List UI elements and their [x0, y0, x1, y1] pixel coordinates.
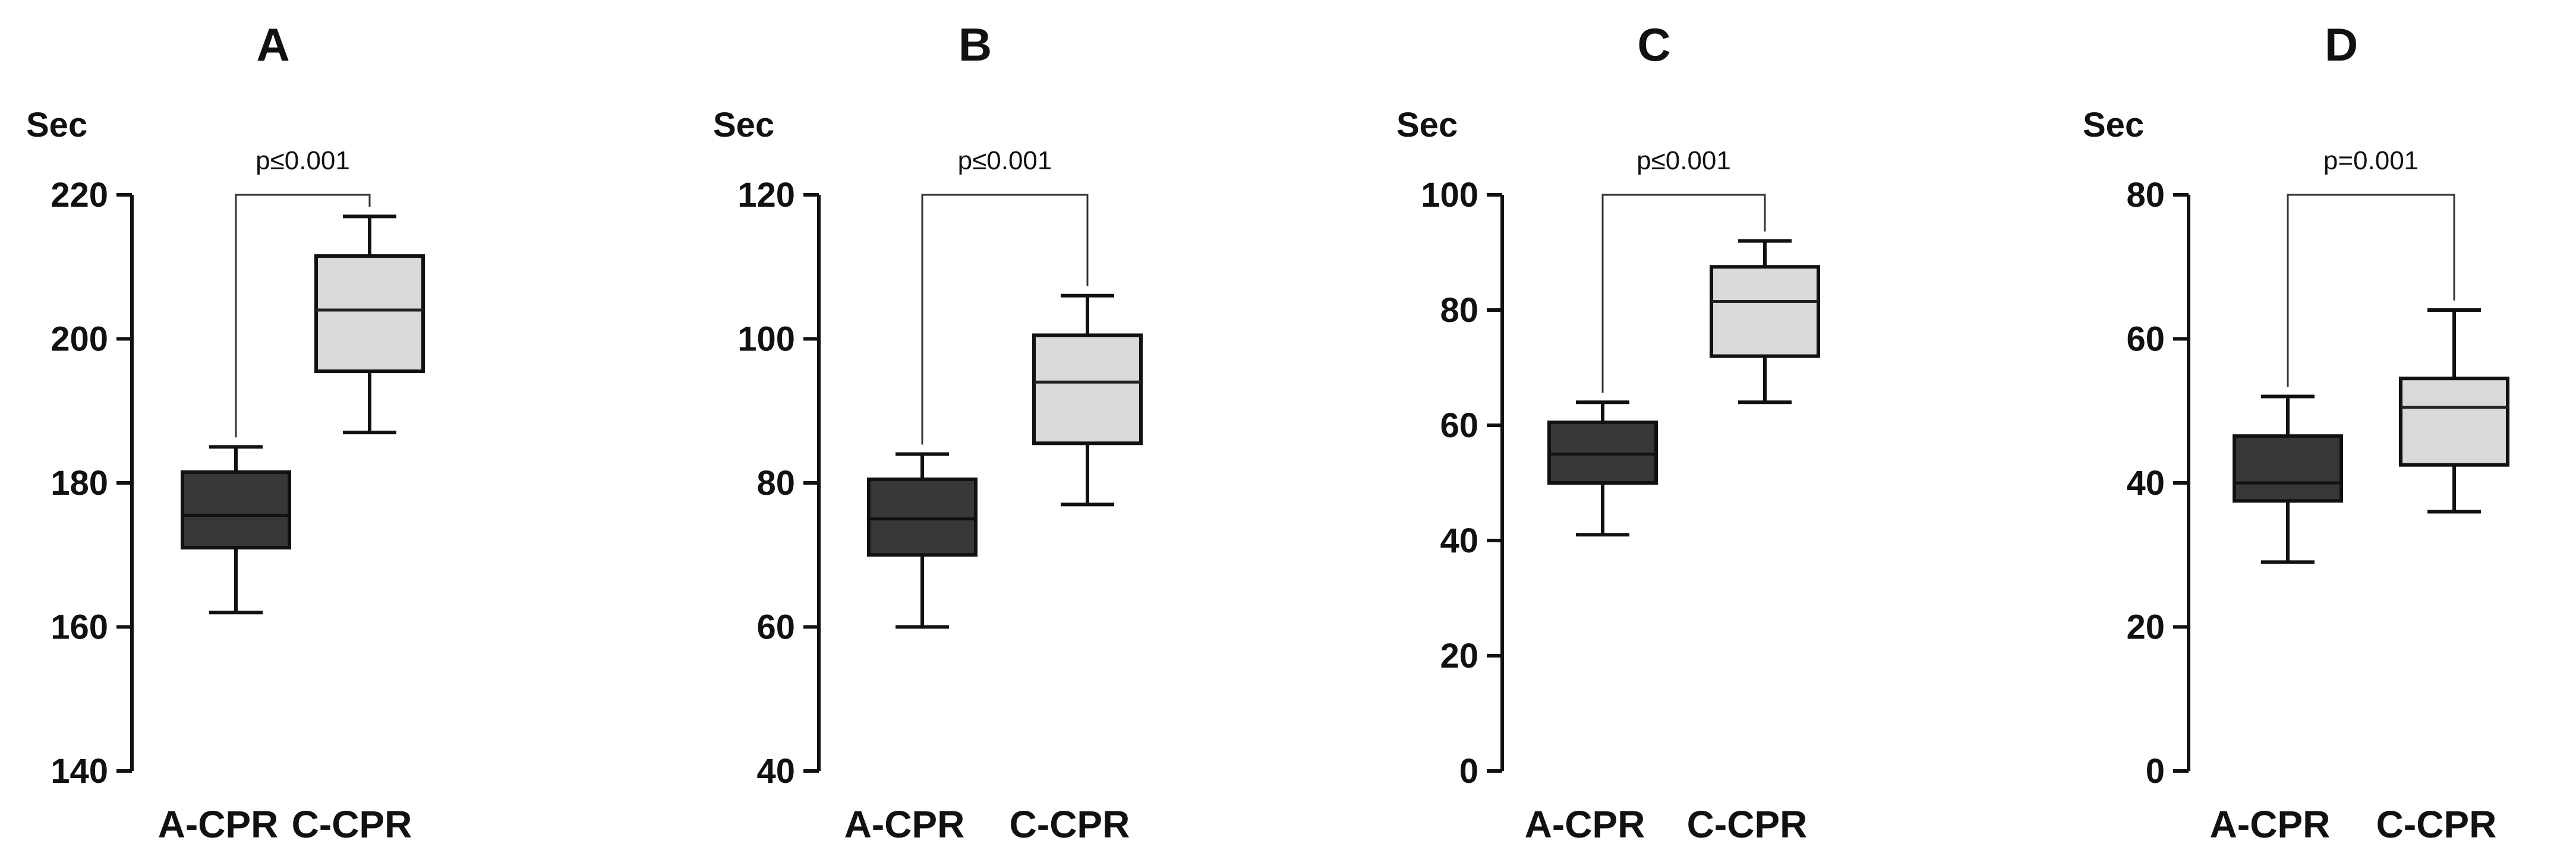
panel-title: B: [958, 18, 992, 71]
category-label: C-CPR: [292, 803, 412, 846]
significance-bracket: [1601, 194, 1766, 393]
y-tick-label: 60: [1440, 406, 1478, 445]
category-label: A-CPR: [1525, 803, 1645, 846]
y-tick-label: 100: [737, 320, 795, 359]
y-tick-label: 20: [1440, 637, 1478, 675]
panel-c: C Sec 0 20 40 60 80 100 A-CPR C-CPR p≤0.001: [1396, 18, 1820, 846]
box-a-cpr: [181, 445, 291, 615]
p-value-annotation: p≤0.001: [1637, 146, 1731, 175]
y-axis-label: Sec: [713, 106, 774, 144]
y-tick-label: 160: [51, 608, 108, 647]
box-body: [1032, 333, 1143, 445]
category-label: A-CPR: [844, 803, 965, 846]
panel-b: B Sec 40 60 80 100 120 A-CPR C-CPR p≤0.001: [713, 18, 1143, 846]
significance-bracket: [921, 194, 1089, 445]
category-label: C-CPR: [2376, 803, 2497, 846]
y-tick-label: 80: [1440, 291, 1478, 330]
panel-title: C: [1637, 18, 1670, 71]
y-tick-label: 100: [1421, 176, 1478, 214]
y-tick-label: 40: [2126, 464, 2165, 502]
y-tick-label: 0: [2146, 752, 2165, 791]
box-body: [1710, 265, 1820, 358]
significance-bracket: [2287, 194, 2455, 387]
box-c-cpr: [1710, 239, 1820, 404]
y-tick-label: 40: [756, 752, 795, 791]
y-tick-label: 0: [1459, 752, 1478, 791]
box-body: [181, 470, 291, 550]
y-tick-label: 200: [51, 320, 108, 359]
y-tick-label: 60: [2126, 320, 2165, 359]
significance-bracket: [235, 194, 371, 438]
y-tick-label: 80: [756, 464, 795, 502]
box-c-cpr: [314, 214, 425, 435]
category-label: A-CPR: [2210, 803, 2331, 846]
p-value-annotation: p=0.001: [2323, 146, 2419, 175]
y-tick-label: 140: [51, 752, 108, 791]
p-value-annotation: p≤0.001: [256, 146, 350, 175]
category-label: C-CPR: [1010, 803, 1130, 846]
box-body: [314, 254, 425, 374]
box-body: [867, 477, 978, 557]
y-axis-label: Sec: [2083, 106, 2144, 144]
y-tick-label: 80: [2126, 176, 2165, 214]
y-tick-label: 180: [51, 464, 108, 502]
y-tick-label: 20: [2126, 608, 2165, 647]
y-tick-label: 120: [737, 176, 795, 214]
p-value-annotation: p≤0.001: [958, 146, 1052, 175]
y-tick-label: 220: [51, 176, 108, 214]
box-body: [2399, 377, 2509, 467]
y-tick-label: 60: [756, 608, 795, 647]
panel-title: A: [256, 18, 289, 71]
panel-d: D Sec 0 20 40 60 80 A-CPR C-CPR p=0.001: [2083, 18, 2509, 846]
category-label: C-CPR: [1687, 803, 1808, 846]
box-body: [2233, 434, 2343, 503]
box-a-cpr: [867, 452, 978, 629]
y-tick-label: 40: [1440, 522, 1478, 560]
box-c-cpr: [2399, 308, 2509, 514]
box-a-cpr: [1547, 400, 1658, 537]
y-axis-label: Sec: [1396, 106, 1458, 144]
box-a-cpr: [2233, 394, 2343, 564]
y-axis-label: Sec: [26, 106, 87, 144]
panel-a: A Sec 140 160 180 200 220 A-CPR C-CPR p≤0.001: [26, 18, 425, 846]
category-label: A-CPR: [158, 803, 279, 846]
box-c-cpr: [1032, 293, 1143, 507]
panel-title: D: [2325, 18, 2358, 71]
